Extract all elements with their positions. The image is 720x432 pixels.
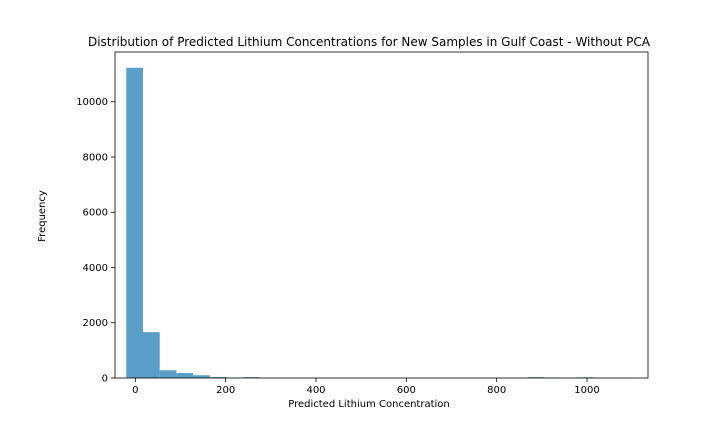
y-tick-label-3: 6000: [83, 208, 108, 219]
histogram-bar-4: [193, 375, 210, 378]
x-tick-label-4: 800: [487, 385, 506, 396]
y-tick-label-2: 4000: [83, 263, 108, 274]
histogram-bar-1: [143, 332, 160, 378]
plot-frame: [114, 51, 649, 379]
histogram-bar-24: [527, 377, 545, 378]
x-axis-label: Predicted Lithium Concentration: [288, 399, 450, 410]
x-tick-label-1: 200: [216, 385, 235, 396]
x-tick-label-5: 1000: [574, 385, 599, 396]
y-axis-label: Frequency: [37, 190, 48, 242]
histogram-bar-5: [209, 377, 227, 378]
chart-title: Distribution of Predicted Lithium Concen…: [88, 35, 651, 49]
y-axis-ticks: 0 2000 4000 6000 8000 10000: [76, 97, 115, 385]
x-tick-label-3: 600: [397, 385, 416, 396]
histogram-bar-7: [243, 377, 260, 378]
x-tick-label-0: 0: [132, 385, 138, 396]
histogram-bar-3: [176, 373, 194, 378]
histogram-bar-0: [126, 67, 144, 378]
x-axis-ticks: 0 200 400 600 800 1000: [132, 378, 600, 396]
y-tick-label-4: 8000: [83, 152, 108, 163]
histogram-bar-2: [159, 370, 177, 378]
x-tick-label-2: 400: [306, 385, 325, 396]
y-tick-label-1: 2000: [83, 318, 108, 329]
y-tick-label-0: 0: [102, 374, 108, 385]
y-tick-label-5: 10000: [76, 97, 108, 108]
